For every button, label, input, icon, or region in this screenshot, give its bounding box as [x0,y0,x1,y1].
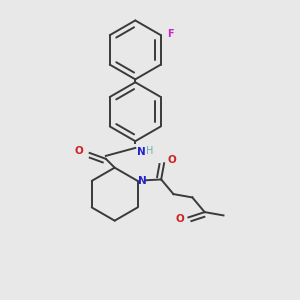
Text: N: N [137,147,146,157]
Text: F: F [167,29,174,39]
Text: O: O [167,155,176,165]
Text: H: H [146,146,153,156]
Text: O: O [75,146,84,157]
Text: N: N [139,176,147,186]
Text: O: O [175,214,184,224]
